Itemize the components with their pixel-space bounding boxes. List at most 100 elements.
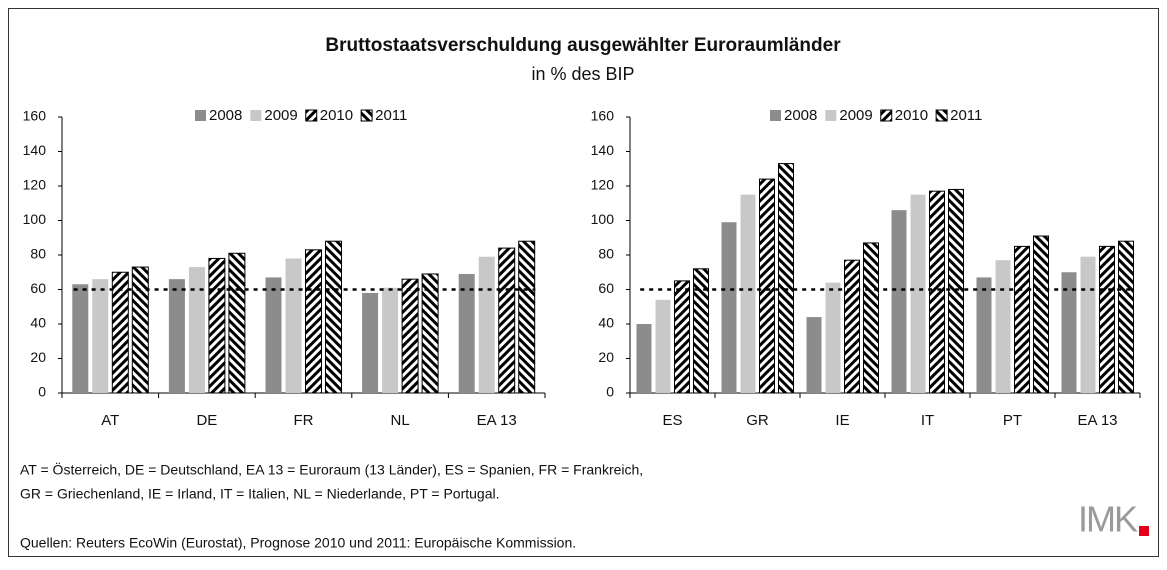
legend-label: 2010 xyxy=(895,107,928,124)
y-tick-label: 160 xyxy=(591,108,615,124)
bar xyxy=(478,256,495,393)
bar xyxy=(265,277,282,393)
x-tick-label: DE xyxy=(196,412,217,429)
bar xyxy=(995,260,1011,393)
logo: IMK xyxy=(1078,499,1149,540)
bar xyxy=(92,279,109,393)
bar xyxy=(325,240,342,394)
y-tick-label: 20 xyxy=(30,349,46,365)
y-tick-label: 60 xyxy=(30,280,46,296)
x-tick-label: PT xyxy=(1003,412,1022,429)
x-tick-label: FR xyxy=(294,412,314,429)
y-tick-label: 0 xyxy=(606,384,614,400)
bar xyxy=(131,266,149,394)
bar xyxy=(401,278,419,394)
title: Bruttostaatsverschuldung ausgewählter Eu… xyxy=(325,35,841,56)
bar xyxy=(285,258,302,393)
y-tick-label: 40 xyxy=(30,315,46,331)
y-tick-label: 120 xyxy=(591,177,615,193)
x-tick-label: EA 13 xyxy=(477,412,517,429)
note: GR = Griechenland, IE = Irland, IT = Ita… xyxy=(20,486,500,502)
bar xyxy=(693,268,709,394)
bar xyxy=(421,273,439,394)
y-tick-label: 140 xyxy=(591,142,615,158)
bar xyxy=(208,257,226,394)
logo-square xyxy=(1139,526,1149,536)
bar xyxy=(948,188,964,394)
bar xyxy=(910,194,926,393)
y-tick-label: 40 xyxy=(598,315,614,331)
legend-swatch xyxy=(880,109,893,122)
bar xyxy=(806,317,822,393)
bar xyxy=(228,252,246,394)
bar xyxy=(844,259,860,394)
bar xyxy=(759,178,775,394)
bar xyxy=(362,292,379,393)
bar xyxy=(188,267,205,393)
x-tick-label: GR xyxy=(746,412,769,429)
bar xyxy=(382,287,399,393)
legend-label: 2009 xyxy=(264,107,297,124)
y-tick-label: 140 xyxy=(23,142,47,158)
chart: 0 20 40 60 80 100 120 140 160 ES GR IE IT PT EA 13 2008… xyxy=(591,107,1141,429)
x-tick-label: NL xyxy=(391,412,410,429)
bar xyxy=(825,282,841,393)
bar xyxy=(1099,245,1115,394)
bar xyxy=(72,284,89,393)
legend-label: 2008 xyxy=(209,107,242,124)
bar xyxy=(740,194,756,393)
bar xyxy=(111,271,129,394)
bar xyxy=(1080,256,1096,393)
y-tick-label: 0 xyxy=(38,384,46,400)
bar xyxy=(498,247,516,394)
bar xyxy=(721,222,737,393)
legend-swatch xyxy=(360,109,373,122)
frame xyxy=(8,8,1159,557)
y-tick-label: 100 xyxy=(23,211,47,227)
legend-swatch xyxy=(935,109,948,122)
bar xyxy=(1014,245,1030,394)
legend-swatch xyxy=(195,110,206,121)
legend-label: 2010 xyxy=(320,107,353,124)
bar xyxy=(518,240,536,394)
y-tick-label: 80 xyxy=(30,246,46,262)
source: Quellen: Reuters EcoWin (Eurostat), Prog… xyxy=(20,535,576,551)
legend-label: 2011 xyxy=(375,107,407,124)
bar xyxy=(1118,240,1134,394)
chart: 0 20 40 60 80 100 120 140 160 AT DE FR NL EA 13 2008 20… xyxy=(23,107,546,429)
note: AT = Österreich, DE = Deutschland, EA 13… xyxy=(20,461,643,478)
bar xyxy=(778,163,794,394)
bar xyxy=(305,249,322,394)
x-tick-label: IT xyxy=(921,412,934,429)
bar xyxy=(636,324,652,393)
logo-text: IMK xyxy=(1078,499,1138,540)
legend-swatch xyxy=(250,110,262,121)
bar xyxy=(976,277,992,393)
bar xyxy=(929,190,945,394)
subtitle: in % des BIP xyxy=(531,64,634,84)
x-tick-label: IE xyxy=(835,412,849,429)
y-tick-label: 80 xyxy=(598,246,614,262)
x-tick-label: EA 13 xyxy=(1077,412,1117,429)
y-tick-label: 160 xyxy=(23,108,47,124)
legend-label: 2009 xyxy=(839,107,872,124)
y-tick-label: 120 xyxy=(23,177,47,193)
bar xyxy=(1033,235,1049,394)
x-tick-label: AT xyxy=(101,412,119,429)
legend-label: 2011 xyxy=(950,107,982,124)
legend-label: 2008 xyxy=(784,107,817,124)
bar xyxy=(674,280,690,394)
y-tick-label: 100 xyxy=(591,211,615,227)
legend-swatch xyxy=(825,110,837,121)
y-tick-label: 60 xyxy=(598,280,614,296)
legend-swatch xyxy=(305,109,318,122)
y-tick-label: 20 xyxy=(598,349,614,365)
bar xyxy=(863,242,879,394)
x-tick-label: ES xyxy=(662,412,682,429)
bar xyxy=(168,279,185,393)
bar xyxy=(655,299,671,393)
bar xyxy=(1061,272,1077,393)
legend-swatch xyxy=(770,110,781,121)
